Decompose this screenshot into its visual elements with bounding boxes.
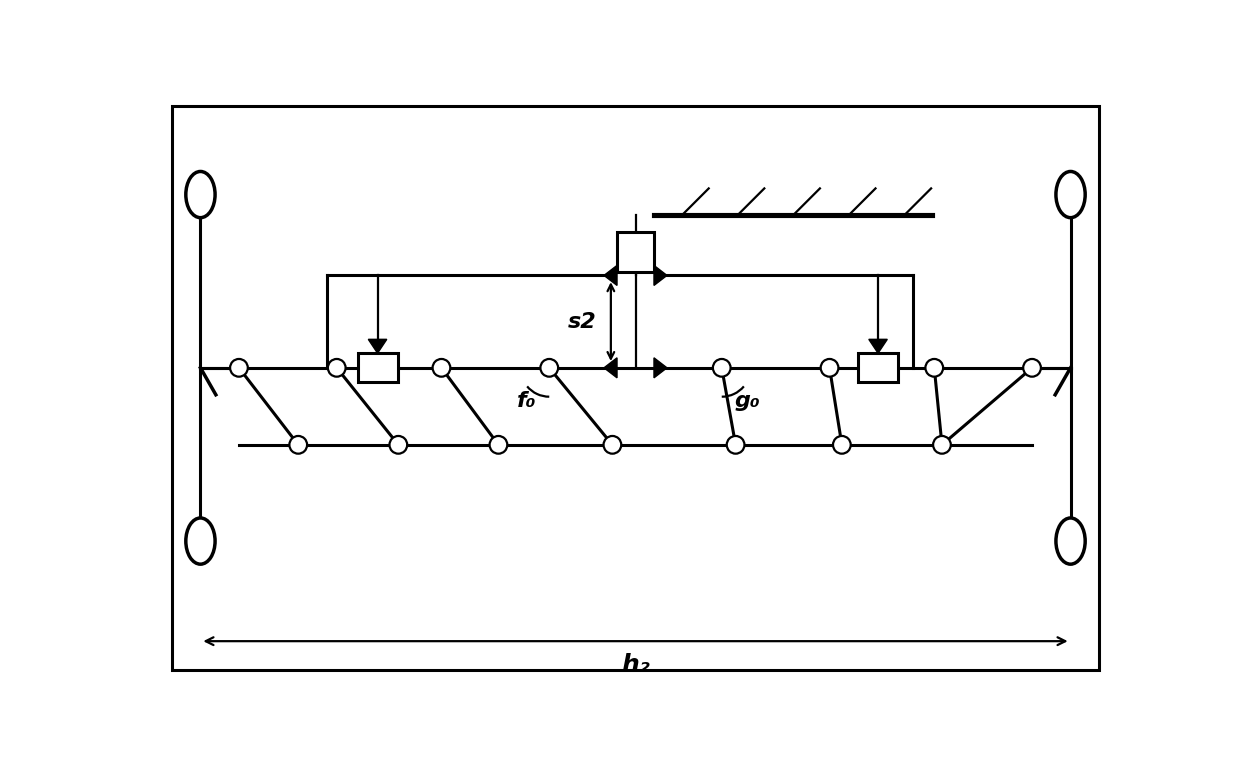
Circle shape — [833, 436, 851, 454]
Polygon shape — [653, 358, 667, 378]
Circle shape — [925, 359, 944, 376]
Circle shape — [934, 436, 951, 454]
Polygon shape — [653, 266, 667, 286]
Circle shape — [713, 359, 730, 376]
Text: f₀: f₀ — [517, 391, 536, 411]
Circle shape — [541, 359, 558, 376]
Text: h₂: h₂ — [621, 653, 650, 677]
Circle shape — [490, 436, 507, 454]
Circle shape — [604, 436, 621, 454]
Ellipse shape — [186, 518, 215, 564]
Ellipse shape — [186, 171, 215, 217]
Bar — [858, 353, 898, 382]
Polygon shape — [368, 339, 387, 353]
Circle shape — [231, 359, 248, 376]
Circle shape — [327, 359, 346, 376]
Ellipse shape — [1056, 171, 1085, 217]
Polygon shape — [604, 266, 618, 286]
Circle shape — [727, 436, 744, 454]
Text: s2: s2 — [568, 312, 596, 332]
Text: g₀: g₀ — [734, 391, 760, 411]
Circle shape — [389, 436, 407, 454]
Bar — [357, 353, 398, 382]
Circle shape — [433, 359, 450, 376]
Ellipse shape — [1056, 518, 1085, 564]
Circle shape — [1023, 359, 1040, 376]
Circle shape — [289, 436, 308, 454]
Bar — [618, 231, 653, 272]
Polygon shape — [604, 358, 618, 378]
Circle shape — [821, 359, 838, 376]
Polygon shape — [869, 339, 888, 353]
